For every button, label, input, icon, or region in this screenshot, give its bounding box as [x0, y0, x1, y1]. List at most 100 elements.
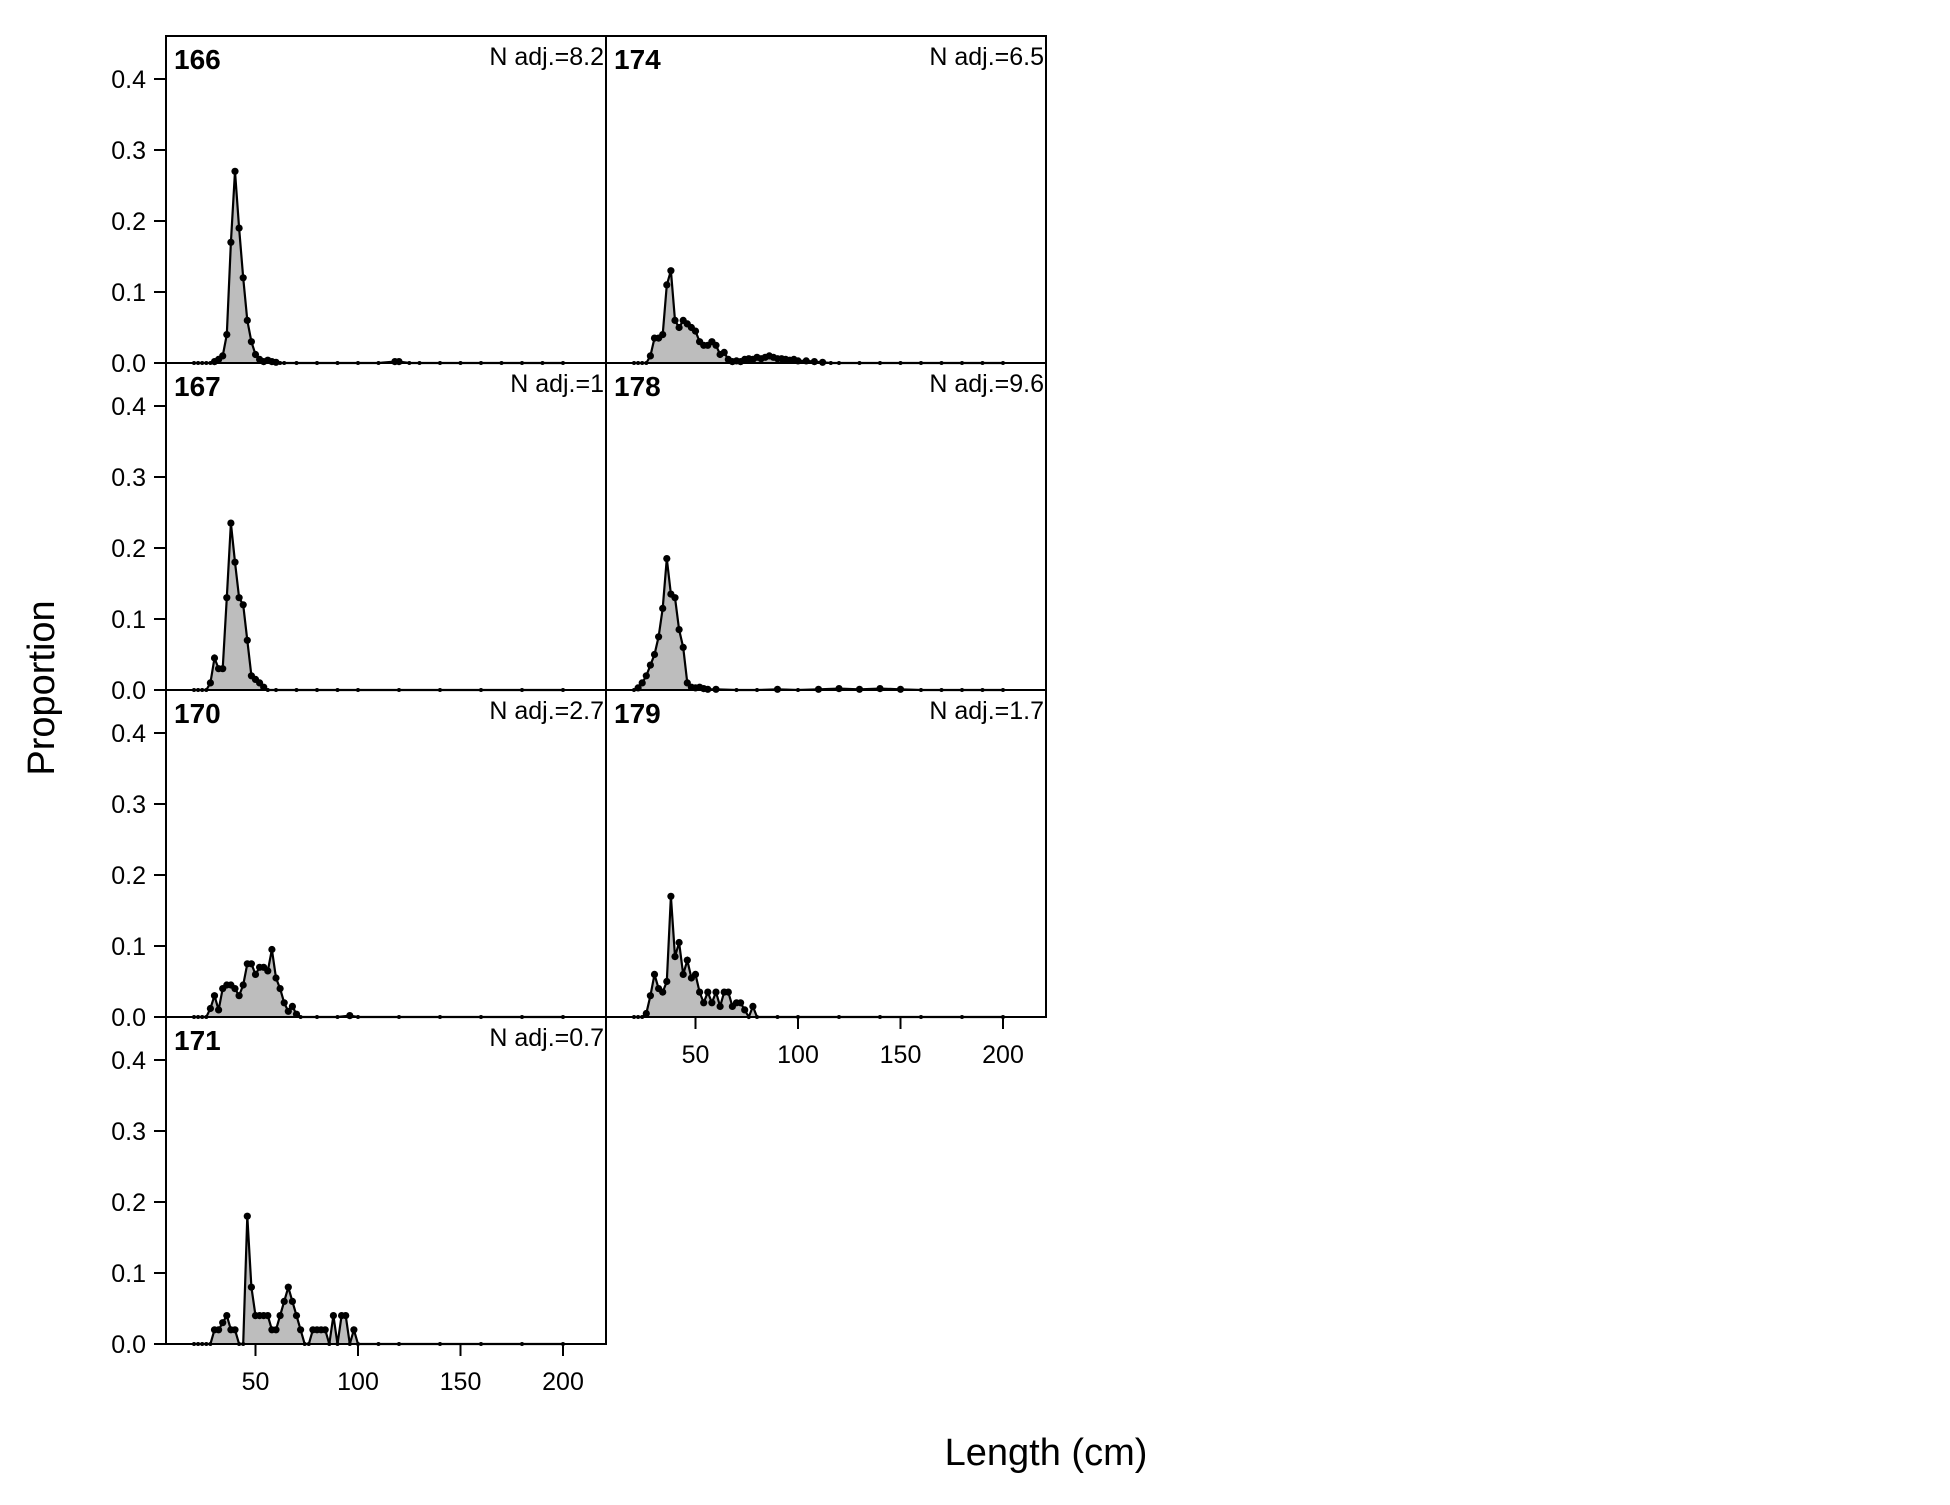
y-tick-label: 0.2 — [111, 208, 146, 236]
data-point — [683, 956, 691, 964]
data-point — [215, 1326, 223, 1334]
data-point — [724, 988, 732, 996]
data-point — [642, 1009, 650, 1018]
data-point — [235, 224, 243, 232]
data-point — [231, 167, 239, 175]
y-tick-label: 0.3 — [111, 791, 146, 819]
panel-label: 167 — [174, 371, 221, 402]
data-point — [231, 985, 239, 993]
data-point — [749, 1002, 757, 1011]
data-point — [264, 1312, 272, 1320]
y-tick-label: 0.1 — [111, 279, 146, 307]
data-point — [675, 626, 683, 634]
y-axis-title: Proportion — [21, 600, 63, 775]
data-point — [223, 594, 231, 602]
x-tick-label: 150 — [880, 1041, 922, 1069]
data-point — [675, 938, 683, 947]
x-tick-label: 50 — [682, 1041, 710, 1069]
n-adj-label: N adj.=8.2 — [489, 43, 604, 71]
area-fill — [634, 270, 1003, 363]
data-point — [712, 341, 720, 349]
n-adj-label: N adj.=9.6 — [929, 370, 1044, 398]
data-point — [215, 1006, 223, 1014]
data-point — [646, 992, 655, 1000]
data-point — [737, 999, 745, 1007]
y-tick-label: 0.3 — [111, 464, 146, 492]
panel-179: 179 N adj.=1.7 50 100 150 200 — [605, 689, 1047, 1069]
data-point — [675, 323, 683, 332]
data-point — [712, 988, 720, 996]
y-tick-label: 0.0 — [111, 1004, 146, 1032]
panel-174: 174 N adj.=6.5 — [605, 35, 1047, 366]
data-point — [663, 281, 671, 289]
n-adj-label: N adj.=2.7 — [489, 697, 604, 725]
data-point — [650, 970, 659, 979]
data-point — [251, 970, 260, 979]
y-tick-label: 0.0 — [111, 677, 146, 705]
data-point — [671, 594, 679, 602]
data-point — [350, 1326, 358, 1334]
panel-label: 174 — [614, 44, 661, 75]
data-point — [663, 977, 671, 986]
data-point — [247, 338, 255, 346]
data-point — [239, 601, 247, 609]
y-tick-label: 0.2 — [111, 1189, 146, 1217]
data-point — [395, 358, 403, 366]
area-fill — [194, 171, 563, 363]
series-line — [194, 171, 563, 365]
data-point — [638, 679, 646, 687]
data-point — [297, 1326, 305, 1334]
panel-label: 166 — [174, 44, 221, 75]
data-point — [659, 988, 667, 996]
data-point — [227, 519, 235, 527]
data-point — [741, 1006, 749, 1014]
data-point — [235, 594, 243, 602]
data-point — [284, 1007, 292, 1015]
x-tick-label: 100 — [337, 1368, 379, 1396]
data-point — [679, 970, 687, 979]
data-point — [276, 985, 284, 993]
y-tick-label: 0.4 — [111, 720, 146, 748]
x-tick-label: 200 — [982, 1041, 1024, 1069]
panel-frame — [605, 689, 1047, 1018]
data-point — [671, 316, 679, 324]
data-point — [243, 636, 251, 644]
data-point — [691, 327, 700, 335]
data-point — [691, 970, 700, 979]
panel-170: 170 N adj.=2.7 0.0 0.1 0.2 0.3 0.4 — [111, 689, 607, 1032]
area-fill — [194, 949, 563, 1017]
panel-label: 178 — [614, 371, 661, 402]
data-point — [231, 558, 239, 566]
data-point — [655, 633, 663, 641]
data-point — [346, 1012, 354, 1020]
data-point — [288, 1002, 296, 1011]
data-point — [659, 604, 667, 613]
panel-label: 171 — [174, 1025, 221, 1056]
data-point — [272, 1326, 280, 1334]
data-point — [223, 331, 231, 339]
data-point — [251, 350, 260, 359]
data-point — [243, 316, 251, 324]
data-point — [810, 358, 819, 366]
data-point — [671, 953, 679, 961]
panel-178: 178 N adj.=9.6 — [605, 362, 1047, 693]
x-axis-title: Length (cm) — [945, 1432, 1148, 1474]
x-tick-label: 100 — [777, 1041, 819, 1069]
panel-frame — [165, 689, 607, 1018]
data-point — [342, 1312, 350, 1320]
data-point — [659, 331, 667, 339]
data-point — [280, 999, 288, 1007]
data-point — [264, 967, 272, 975]
data-point — [210, 992, 219, 1000]
y-tick-label: 0.2 — [111, 535, 146, 563]
data-point — [876, 685, 884, 693]
y-tick-label: 0.1 — [111, 933, 146, 961]
y-tick-label: 0.4 — [111, 1047, 146, 1075]
n-adj-label: N adj.=1.7 — [929, 697, 1044, 725]
data-point — [231, 1326, 239, 1334]
series-line — [194, 522, 563, 692]
y-tick-label: 0.4 — [111, 66, 146, 94]
data-point — [663, 555, 671, 563]
data-point — [696, 988, 704, 996]
y-tick-label: 0.3 — [111, 1118, 146, 1146]
